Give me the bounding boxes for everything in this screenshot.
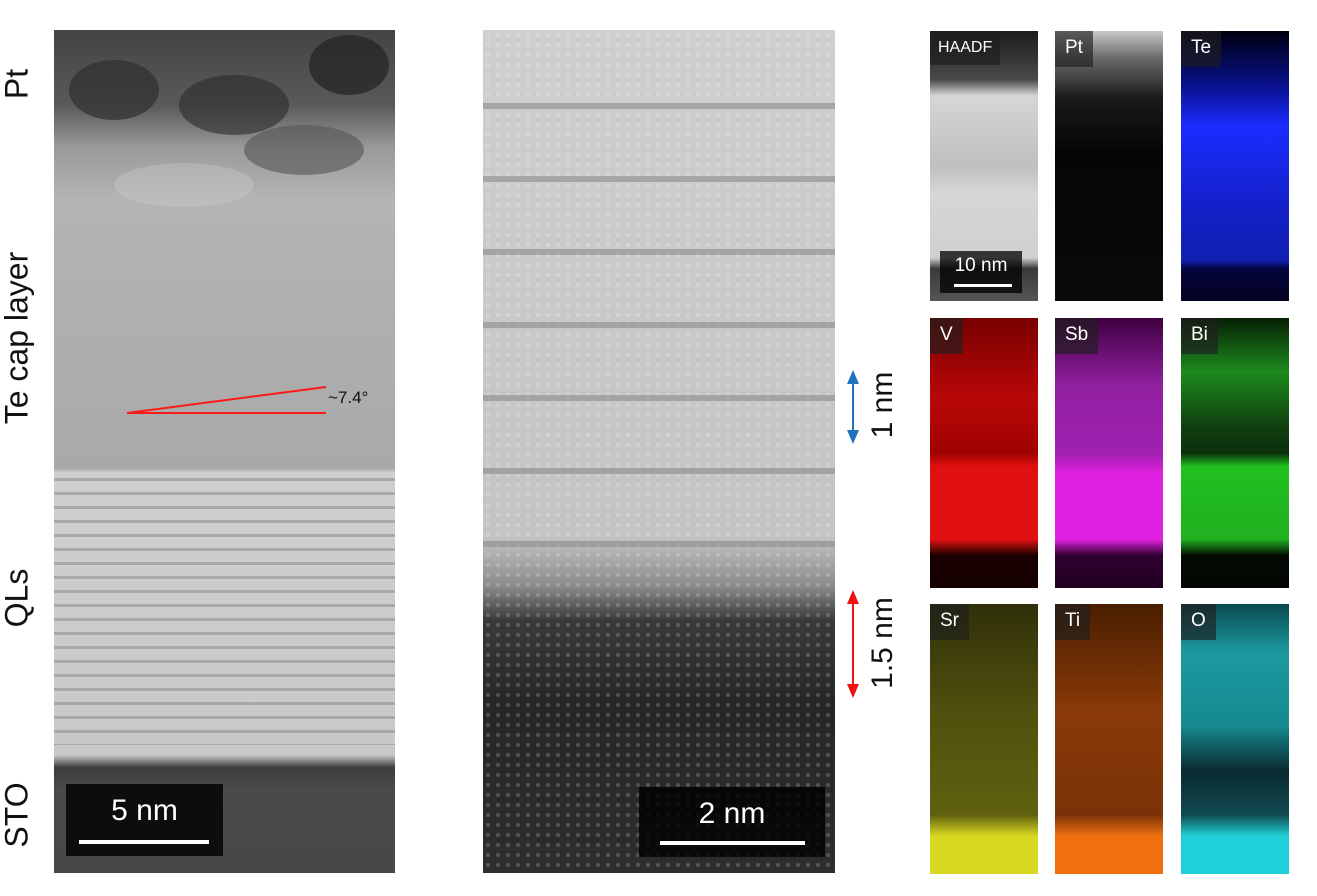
layer-label-pt: Pt	[0, 68, 35, 100]
scale-bar-eds: 10 nm	[940, 251, 1022, 293]
scale-bar-eds-line	[954, 284, 1012, 287]
layer-label-sto: STO	[0, 782, 35, 848]
stem-image-overview: ~7.4° 5 nm	[54, 30, 395, 873]
map-label-o: O	[1181, 604, 1216, 640]
map-haadf: HAADF 10 nm	[930, 31, 1038, 301]
measurement-arrows	[847, 370, 859, 698]
scale-bar-eds-label: 10 nm	[954, 255, 1008, 276]
measurement-1-5nm-label: 1.5 nm	[866, 597, 899, 689]
scale-bar-overview-label: 5 nm	[111, 794, 178, 827]
map-bi: Bi	[1181, 318, 1289, 588]
angle-label: ~7.4°	[328, 388, 369, 407]
stem-image-highres: 2 nm	[483, 30, 835, 873]
map-sr: Sr	[930, 604, 1038, 874]
scale-bar-highres-label: 2 nm	[698, 797, 766, 830]
layer-label-qls: QLs	[0, 568, 35, 628]
map-label-pt: Pt	[1055, 31, 1093, 67]
map-label-bi: Bi	[1181, 318, 1218, 354]
map-pt: Pt	[1055, 31, 1163, 301]
map-sb: Sb	[1055, 318, 1163, 588]
stem-overview-graphic	[54, 30, 395, 873]
measurement-1nm-label: 1 nm	[866, 371, 899, 439]
scale-bar-highres: 2 nm	[639, 787, 825, 857]
map-label-ti: Ti	[1055, 604, 1091, 640]
angle-annotation	[126, 386, 327, 414]
scale-bar-overview: 5 nm	[66, 784, 223, 856]
stem-highres-graphic	[483, 30, 835, 873]
map-label-sr: Sr	[930, 604, 969, 640]
scale-bar-overview-line	[79, 840, 209, 844]
map-label-te: Te	[1181, 31, 1222, 67]
map-ti: Ti	[1055, 604, 1163, 874]
map-te: Te	[1181, 31, 1289, 301]
layer-label-te-cap: Te cap layer	[0, 251, 35, 425]
map-o: O	[1181, 604, 1289, 874]
map-label-sb: Sb	[1055, 318, 1099, 354]
scale-bar-highres-line	[660, 841, 805, 845]
map-v: V	[930, 318, 1038, 588]
map-label-v: V	[930, 318, 963, 354]
map-label-haadf: HAADF	[930, 31, 1001, 65]
